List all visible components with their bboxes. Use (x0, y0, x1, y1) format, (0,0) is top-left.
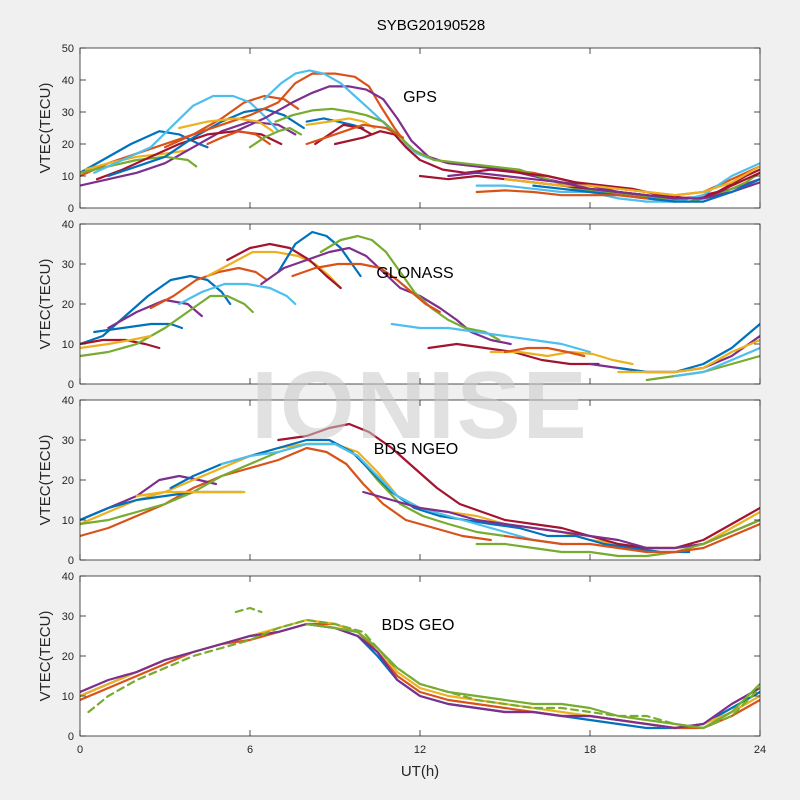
series-line-0-1 (80, 94, 300, 178)
series-line-1-14 (390, 322, 592, 354)
y-tick-label: 30 (62, 435, 74, 447)
plot-area (80, 224, 760, 384)
y-tick-label: 20 (62, 475, 74, 487)
series-line-0-18 (248, 126, 303, 149)
series-line-2-7 (362, 490, 760, 550)
y-tick-label: 10 (62, 171, 74, 183)
series-line-2-4 (169, 438, 691, 554)
y-tick-label: 20 (62, 651, 74, 663)
panels: 0 10 20 30 40 50 VTEC(TECU) GPS 0 10 20 30 40 VTEC(TE… (37, 43, 766, 756)
series-group (80, 606, 760, 730)
series-line-2-9 (135, 490, 246, 498)
y-tick-label: 10 (62, 515, 74, 527)
series-line-2-10 (475, 518, 760, 558)
panel-label: GPS (403, 89, 437, 106)
y-tick-label: 30 (62, 611, 74, 623)
x-tick-label: 6 (247, 744, 253, 756)
series-group (80, 69, 760, 203)
series-group (80, 422, 760, 558)
watermark-text: IONISE (251, 352, 588, 459)
y-axis-label: VTEC(TECU) (37, 83, 54, 174)
series-line-1-5 (80, 334, 152, 350)
x-tick-label: 12 (414, 744, 426, 756)
series-line-1-9 (226, 242, 342, 290)
panel-label: GLONASS (376, 265, 453, 282)
series-line-1-13 (291, 262, 441, 314)
panel-label: BDS NGEO (374, 441, 458, 458)
y-tick-label: 40 (62, 219, 74, 231)
series-line-0-15 (206, 130, 271, 146)
series-line-2-11 (503, 522, 760, 554)
series-line-1-22 (673, 346, 760, 378)
y-axis-label: VTEC(TECU) (37, 611, 54, 702)
y-axis-label: VTEC(TECU) (37, 435, 54, 526)
series-line-1-17 (503, 346, 586, 358)
series-line-1-8 (206, 250, 342, 290)
panel-label: BDS GEO (382, 617, 455, 634)
series-line-0-3 (80, 120, 297, 187)
y-tick-label: 40 (62, 395, 74, 407)
series-line-0-23 (447, 171, 760, 200)
series-line-1-21 (617, 338, 760, 374)
series-group (80, 230, 760, 382)
y-tick-label: 10 (62, 339, 74, 351)
series-line-0-22 (503, 165, 760, 197)
series-line-0-7 (107, 107, 305, 178)
panel-2: 0 10 20 30 40 VTEC(TECU) BDS NGEO (37, 395, 761, 567)
y-tick-label: 0 (68, 731, 74, 743)
panel-0: 0 10 20 30 40 50 VTEC(TECU) GPS (37, 43, 761, 215)
series-line-0-25 (475, 189, 648, 200)
series-line-0-6 (95, 130, 283, 181)
y-tick-label: 50 (62, 43, 74, 55)
series-line-1-12 (319, 234, 501, 342)
x-axis-label: UT(h) (401, 763, 439, 780)
y-tick-label: 0 (68, 203, 74, 215)
y-tick-label: 0 (68, 555, 74, 567)
series-line-1-1 (93, 322, 184, 334)
series-line-0-13 (305, 117, 365, 130)
y-tick-label: 20 (62, 299, 74, 311)
series-line-3-6 (234, 606, 263, 614)
series-line-0-11 (274, 107, 760, 203)
x-tick-label: 18 (584, 744, 596, 756)
x-tick-label: 24 (754, 744, 766, 756)
panel-3: 0 10 20 30 40 0 6 12 18 24 VTEC(TECU) BDS GEO (37, 571, 766, 756)
y-tick-label: 10 (62, 691, 74, 703)
series-line-1-6 (149, 266, 269, 310)
series-line-3-3 (80, 622, 760, 730)
chart-title: SYBG20190528 (377, 17, 485, 34)
series-line-0-16 (305, 117, 376, 130)
series-line-0-19 (305, 123, 405, 146)
series-line-0-14 (178, 117, 274, 133)
y-tick-label: 30 (62, 107, 74, 119)
plot-area (80, 48, 760, 208)
y-axis-label: VTEC(TECU) (37, 259, 54, 350)
y-tick-label: 40 (62, 571, 74, 583)
y-tick-label: 20 (62, 139, 74, 151)
y-tick-label: 0 (68, 379, 74, 391)
series-line-3-5 (87, 618, 760, 730)
y-tick-label: 40 (62, 75, 74, 87)
x-tick-label: 0 (77, 744, 83, 756)
panel-1: 0 10 20 30 40 VTEC(TECU) GLONASS (37, 219, 761, 391)
y-tick-label: 30 (62, 259, 74, 271)
series-line-2-0 (80, 446, 492, 542)
series-line-1-4 (80, 294, 254, 358)
series-line-1-7 (178, 282, 297, 306)
series-line-2-5 (220, 442, 563, 546)
